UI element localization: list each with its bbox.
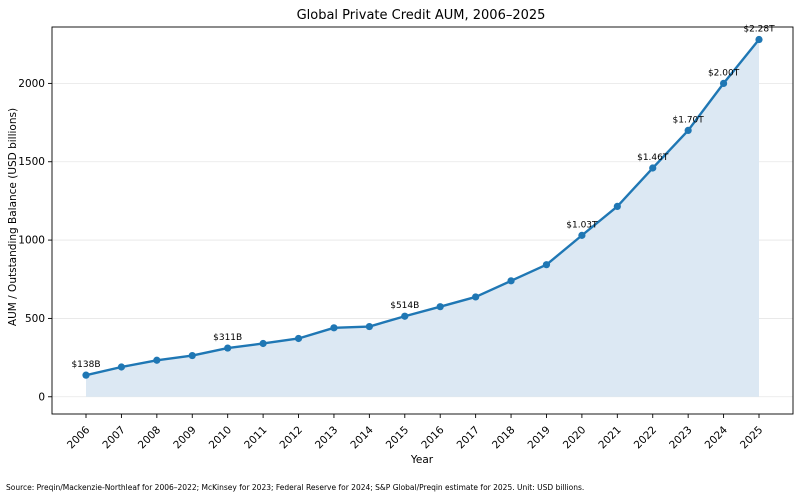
data-label: $2.00T — [708, 68, 740, 78]
source-note: Source: Preqin/Mackenzie-Northleaf for 2… — [6, 483, 585, 492]
x-tick-label: 2016 — [419, 424, 447, 452]
chart-title: Global Private Credit AUM, 2006–2025 — [297, 8, 546, 23]
y-axis-ticks: 0 500 1000 1500 2000 — [18, 78, 52, 403]
x-tick-label: 2017 — [455, 424, 482, 451]
data-labels-layer: $138B $311B $514B $1.03T $1.46T $1.70T $2.00T $… — [71, 25, 775, 371]
plot-frame — [51, 26, 794, 415]
data-point — [259, 339, 267, 348]
data-point — [294, 334, 303, 343]
x-axis-ticks: 2006 2007 2008 2009 2010 2011 2012 2013 2014 2015… — [65, 414, 765, 451]
y-tick-label: 1500 — [18, 156, 45, 168]
x-tick-label: 2011 — [242, 424, 269, 451]
x-axis-label: Year — [410, 454, 434, 466]
data-label: $514B — [390, 301, 419, 311]
data-point — [188, 351, 196, 360]
x-tick-label: 2009 — [171, 424, 198, 451]
data-point — [365, 322, 373, 331]
data-point — [613, 202, 621, 210]
x-tick-label: 2022 — [632, 424, 659, 451]
area-fill — [86, 39, 759, 397]
data-point — [330, 324, 338, 332]
y-axis-label: AUM / Outstanding Balance (USD billions) — [7, 108, 19, 326]
data-point — [542, 261, 551, 269]
data-point — [507, 277, 515, 285]
data-point — [82, 371, 90, 379]
data-label: $1.46T — [637, 153, 669, 163]
x-tick-label: 2023 — [667, 424, 694, 451]
x-tick-label: 2014 — [348, 424, 376, 452]
data-point — [684, 126, 692, 135]
data-point — [719, 79, 728, 88]
data-point — [755, 35, 763, 44]
data-point — [224, 344, 232, 352]
data-label: $1.70T — [673, 115, 705, 125]
x-tick-label: 2021 — [596, 424, 623, 451]
data-point — [472, 293, 480, 301]
series-line-layer — [85, 38, 760, 377]
x-tick-label: 2024 — [703, 424, 731, 452]
data-points-layer — [82, 35, 763, 379]
x-tick-label: 2015 — [384, 424, 411, 451]
data-label: $1.03T — [566, 220, 598, 230]
y-tick-label: 0 — [38, 391, 45, 403]
data-label: $138B — [71, 360, 100, 370]
data-point — [436, 303, 444, 311]
data-point — [578, 231, 586, 239]
data-point — [153, 356, 161, 364]
x-tick-label: 2020 — [561, 424, 588, 451]
data-label: $2.28T — [743, 25, 775, 35]
x-tick-label: 2013 — [313, 424, 340, 451]
series-line — [85, 38, 760, 377]
area-fill-layer — [86, 39, 759, 397]
x-tick-label: 2018 — [490, 424, 517, 451]
y-tick-label: 500 — [25, 313, 45, 325]
x-tick-label: 2007 — [100, 424, 127, 451]
data-point — [649, 164, 657, 172]
x-tick-label: 2025 — [738, 424, 765, 451]
data-label: $311B — [213, 333, 242, 343]
x-tick-label: 2008 — [136, 424, 163, 451]
x-tick-label: 2012 — [278, 424, 305, 451]
x-tick-label: 2019 — [525, 424, 552, 451]
data-point — [117, 363, 126, 371]
y-tick-label: 1000 — [18, 235, 45, 247]
x-tick-label: 2006 — [65, 424, 93, 452]
x-tick-label: 2010 — [207, 424, 234, 451]
data-point — [401, 312, 409, 320]
y-tick-label: 2000 — [18, 78, 45, 90]
